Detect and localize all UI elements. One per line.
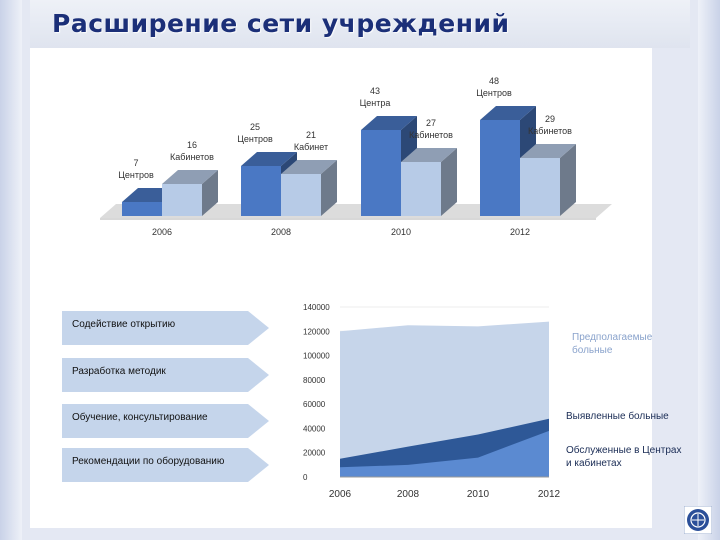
bar	[361, 130, 401, 216]
bar	[520, 158, 560, 216]
area-x-tick-label: 2008	[397, 489, 420, 500]
bar-side	[321, 160, 337, 216]
bar-top	[480, 106, 536, 120]
bar-side	[441, 148, 457, 216]
bar-side	[560, 144, 576, 216]
bar-top	[361, 116, 417, 130]
area-y-tick-label: 140000	[303, 303, 330, 312]
bar-category-label: 2008	[271, 227, 291, 237]
bar-unit-label: Кабинетов	[409, 130, 453, 140]
bar	[281, 174, 321, 216]
bar-value-label: 25	[250, 122, 260, 132]
bar-value-label: 21	[306, 130, 316, 140]
bar-value-label: 29	[545, 114, 555, 124]
arrow-label: Обучение, консультирование	[72, 412, 208, 423]
page-title: Расширение сети учреждений	[52, 9, 510, 38]
arrow-equipment-recommendations: Рекомендации по оборудованию	[62, 448, 270, 482]
bar-top	[401, 148, 457, 162]
arrow-opening-support: Содействие открытию	[62, 311, 270, 345]
bar-unit-label: Центра	[360, 98, 391, 108]
bar-unit-label: Центров	[118, 170, 154, 180]
bar-unit-label: Центров	[476, 88, 512, 98]
arrow-shape	[62, 358, 269, 392]
arrow-shape	[62, 311, 269, 345]
left-border	[0, 0, 22, 540]
bar-top	[520, 144, 576, 158]
arrow-label: Содействие открытию	[72, 319, 176, 330]
bar-value-label: 7	[133, 158, 138, 168]
bar	[401, 162, 441, 216]
area-y-tick-label: 20000	[303, 449, 326, 458]
arrow-label: Разработка методик	[72, 366, 166, 377]
bar-value-label: 43	[370, 86, 380, 96]
bar-value-label: 16	[187, 140, 197, 150]
arrow-training-consulting: Обучение, консультирование	[62, 404, 270, 438]
area-y-tick-label: 100000	[303, 352, 330, 361]
bar-side	[202, 170, 218, 216]
bar-unit-label: Кабинетов	[170, 152, 214, 162]
area-served	[340, 430, 549, 477]
arrow-label: Рекомендации по оборудованию	[72, 456, 225, 467]
arrow-methods-development: Разработка методик	[62, 358, 270, 392]
bar	[162, 184, 202, 216]
bar-value-label: 27	[426, 118, 436, 128]
bar-chart: 7 Центров 16 Кабинетов 2006 25 Центров 21 Кабине…	[100, 76, 612, 237]
right-border	[698, 0, 720, 540]
bar	[480, 120, 520, 216]
bar-top	[162, 170, 218, 184]
area-y-tick-label: 40000	[303, 424, 326, 433]
bar-value-label: 48	[489, 76, 499, 86]
bar-category-label: 2012	[510, 227, 530, 237]
arrow-shape	[62, 448, 269, 482]
emblem-logo	[684, 506, 712, 534]
title-bar	[30, 0, 690, 48]
area-y-tick-label: 0	[303, 473, 308, 482]
arrow-shape	[62, 404, 269, 438]
bar-unit-label: Центров	[237, 134, 273, 144]
bar-top	[241, 152, 297, 166]
bar-category-label: 2006	[152, 227, 172, 237]
bar	[122, 202, 162, 216]
area-x-tick-label: 2006	[329, 489, 352, 500]
legend-served-patients: Обслуженные в Центрах и кабинетах	[566, 445, 682, 469]
area-y-tick-label: 120000	[303, 327, 330, 336]
area-x-tick-label: 2010	[467, 489, 490, 500]
area-y-tick-label: 60000	[303, 400, 326, 409]
legend-detected-patients: Выявленные больные	[566, 411, 669, 422]
area-x-tick-label: 2012	[538, 489, 561, 500]
area-y-tick-label: 80000	[303, 376, 326, 385]
bar-category-label: 2010	[391, 227, 411, 237]
legend-expected-patients: Предполагаемые больные	[572, 332, 653, 356]
bar-top	[281, 160, 337, 174]
bar-unit-label: Кабинетов	[528, 126, 572, 136]
bar-unit-label: Кабинет	[294, 142, 328, 152]
bar	[241, 166, 281, 216]
